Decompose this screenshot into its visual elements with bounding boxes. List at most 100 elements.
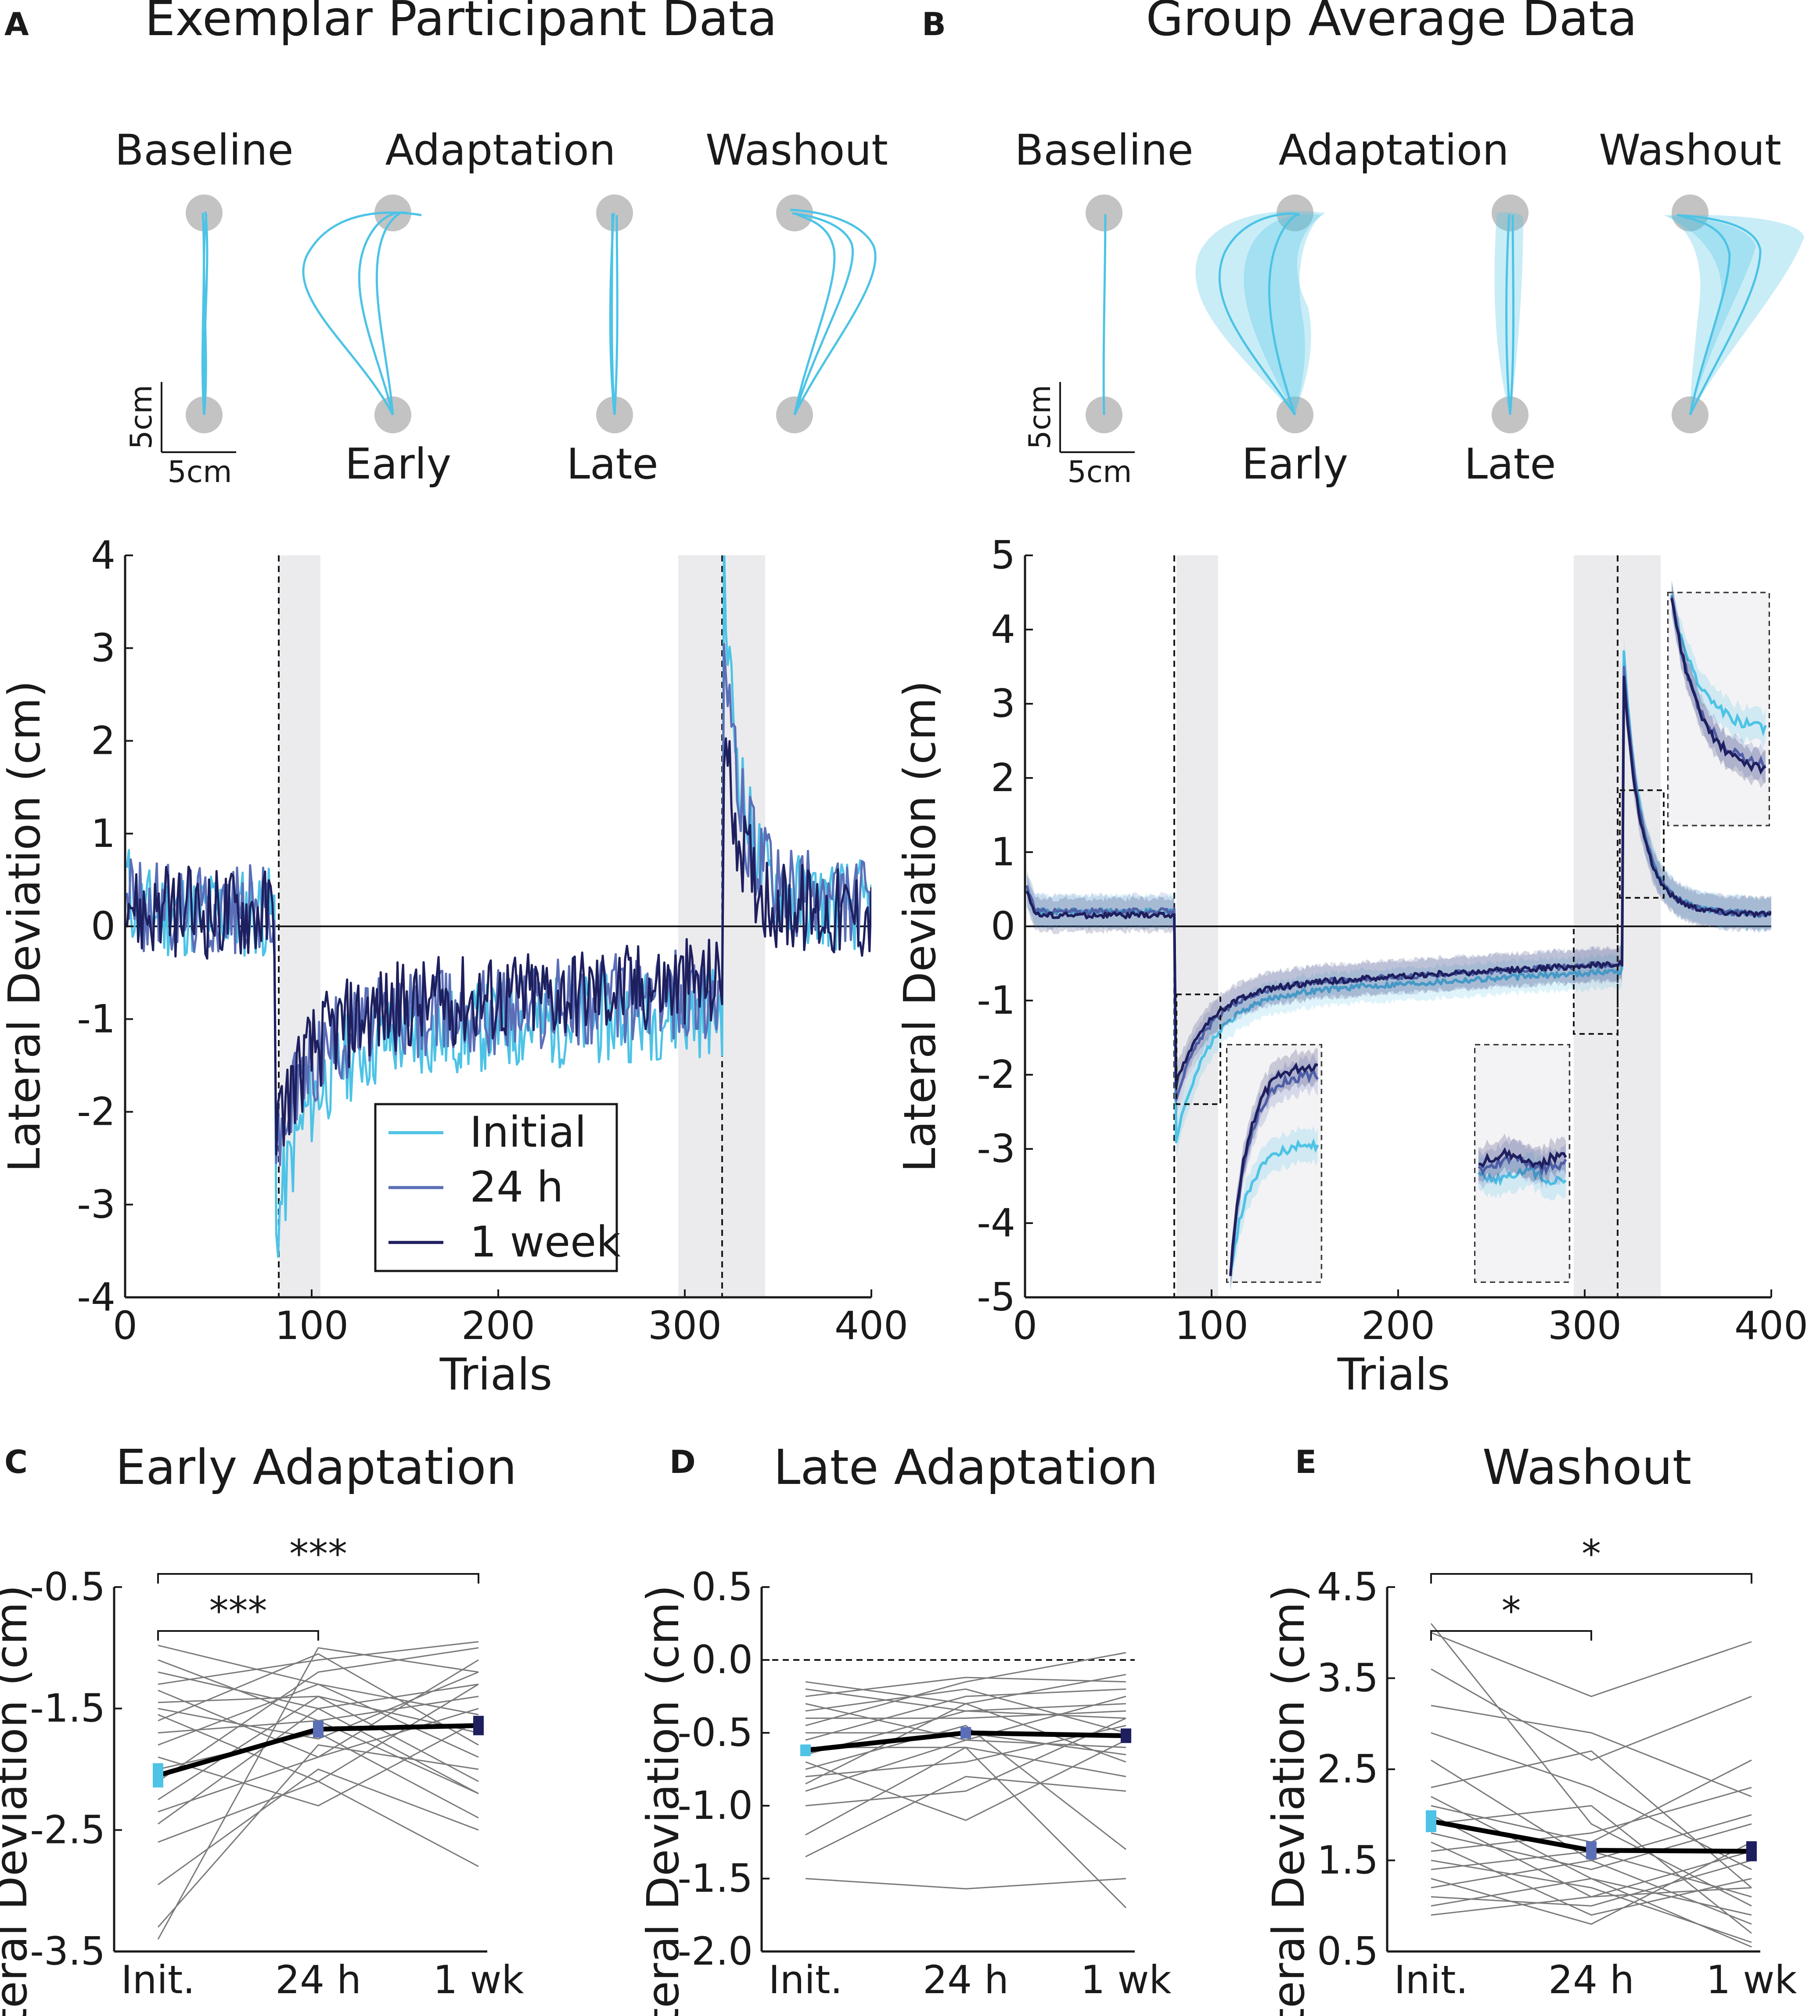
x-ticks: 0 100 200 300 400 (1013, 1289, 1808, 1348)
y-tick-label: -1 (77, 996, 115, 1041)
mean-marker-1wk (473, 1716, 484, 1735)
participant-line (805, 1688, 1126, 1734)
x-tick-label: 0 (113, 1303, 137, 1348)
significance-label: * (1502, 1588, 1521, 1634)
y-ticks: -4 -3 -2 -1 0 1 2 3 4 (77, 533, 133, 1320)
y-tick-label: 2.5 (1317, 1746, 1378, 1792)
y-tick-label: -2 (977, 1052, 1015, 1097)
participant-line (805, 1746, 1127, 1908)
y-tick-label: 0.5 (1317, 1929, 1378, 1974)
label-washout: Washout (1599, 126, 1781, 175)
x-tick-label: 100 (275, 1303, 349, 1348)
panel-d-title: Late Adaptation (773, 1439, 1158, 1495)
mean-marker-24h (1586, 1841, 1597, 1860)
x-tick-label: 300 (1548, 1303, 1622, 1348)
panel-b: B Group Average Data Baseline Adaptation… (894, 0, 1808, 1400)
y-tick-label: -4 (977, 1200, 1015, 1246)
legend-24h: 24 h (470, 1163, 564, 1212)
panel-e-letter: E (1295, 1444, 1316, 1480)
mean-marker-init (1426, 1810, 1436, 1832)
panel-a: A Exemplar Participant Data Baseline Ada… (0, 0, 908, 1400)
series-band-0 (1027, 635, 1771, 1159)
participant-line (1431, 1632, 1752, 1697)
participant-line (1431, 1668, 1752, 1761)
series-line-1-week (1025, 675, 1771, 1088)
y-axis-label: Lateral Deviation (cm) (0, 1585, 37, 2016)
y-tick-label: 0 (991, 904, 1015, 949)
y-axis-label: Lateral Deviation (cm) (637, 1585, 689, 2016)
y-tick-label: 2 (991, 755, 1015, 800)
participant-line (806, 1710, 1126, 1719)
inset-line (1229, 1067, 1319, 1274)
start-target (186, 396, 813, 433)
y-tick-label: 4 (91, 533, 115, 578)
x-tick-label: Init. (121, 1957, 195, 2002)
trajectory-lines (1102, 212, 1762, 416)
scale-label-horizontal: 5cm (168, 455, 232, 490)
inset-band (1230, 1048, 1318, 1293)
participant-line (1430, 1623, 1752, 1907)
x-tick-label: 24 h (1548, 1957, 1634, 2002)
scale-label-horizontal: 5cm (1068, 455, 1132, 490)
participant-line (805, 1674, 1126, 1705)
y-tick-label: -0.5 (677, 1710, 753, 1755)
participant-line (805, 1724, 1126, 1850)
y-tick-label: -5 (977, 1274, 1015, 1320)
inset-band (1230, 1125, 1318, 1289)
participant-line (805, 1776, 1126, 1858)
panel-e-title: Washout (1482, 1439, 1691, 1495)
panel-d-letter: D (669, 1444, 696, 1480)
participant-line (158, 1645, 479, 1715)
x-axis-label: Trials (439, 1349, 552, 1400)
y-tick-label: 0 (91, 904, 115, 949)
significance-label: *** (289, 1531, 347, 1577)
participant-line (805, 1696, 1126, 1741)
x-tick-label: Init. (769, 1957, 843, 2002)
x-tick-label: 300 (648, 1303, 722, 1348)
participant-line (1431, 1841, 1752, 1925)
panel-b-chart: -5 -4 -3 -2 -1 0 1 2 3 4 5 0 100 200 300 400 Trials La… (894, 533, 1808, 1400)
label-baseline: Baseline (115, 126, 293, 175)
x-tick-label: 1 wk (1706, 1957, 1797, 2002)
inset-background (1475, 1045, 1569, 1282)
y-tick-label: -3 (977, 1126, 1015, 1171)
participant-line (157, 1647, 479, 1940)
b-series-group (1025, 635, 1771, 1159)
participant-line (1431, 1860, 1752, 1907)
scale-label-vertical: 5cm (1023, 385, 1057, 450)
x-tick-label: 0 (1013, 1303, 1037, 1348)
x-tick-label: 1 wk (433, 1957, 524, 2002)
inset-line (1670, 598, 1766, 775)
x-tick-label: 1 wk (1081, 1957, 1172, 2002)
x-tick-label: 24 h (275, 1957, 361, 2002)
participant-line (1431, 1750, 1752, 1888)
trajectory-bands (1195, 211, 1804, 415)
significance-bracket (1430, 1573, 1752, 1584)
y-tick-label: 0.0 (691, 1637, 753, 1682)
y-tick-label: -2.0 (677, 1929, 753, 1974)
inset-line (1477, 1166, 1567, 1187)
significance-bracket (157, 1573, 479, 1584)
x-tick-label: 400 (834, 1303, 908, 1348)
panel-c-title: Early Adaptation (115, 1439, 517, 1495)
y-axis-label: Lateral Deviation (cm) (894, 680, 946, 1172)
label-adaptation: Adaptation (385, 126, 615, 175)
a-series-group (126, 555, 871, 1258)
y-tick-label: -1 (977, 978, 1015, 1023)
panel-b-trajectories: Baseline Adaptation Washout Early Late (1014, 126, 1804, 490)
y-axis-label: Lateral Deviation (cm) (1263, 1585, 1314, 2016)
label-late: Late (566, 439, 658, 489)
participant-line (805, 1688, 1126, 1719)
series-line-24-h (126, 643, 871, 1166)
panel-b-letter: B (922, 6, 946, 43)
x-tick-label: 200 (1361, 1303, 1435, 1348)
x-axis-label: Trials (1337, 1349, 1450, 1400)
y-tick-label: 4.5 (1317, 1564, 1378, 1609)
label-baseline: Baseline (1014, 126, 1193, 175)
y-tick-label: 3 (991, 681, 1015, 726)
scale-bar: 5cm 5cm (124, 382, 236, 490)
participant-line (1431, 1705, 1752, 1797)
x-tick-label: 200 (461, 1303, 535, 1348)
inset-band (1478, 1151, 1566, 1201)
